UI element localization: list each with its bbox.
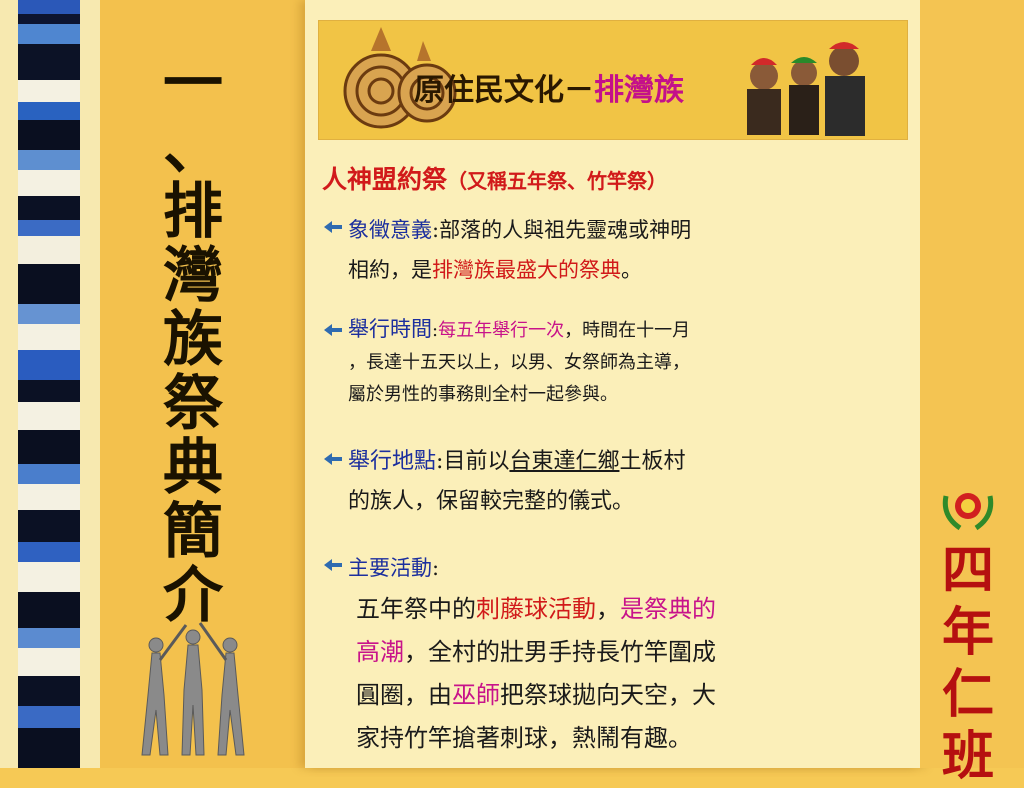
right-panel [920, 0, 1024, 768]
page-title: 一 、 排 灣 族 祭 典 簡 介 [148, 52, 238, 628]
place-label: 舉行地點 [348, 449, 437, 474]
meaning-label: 象徵意義 [348, 218, 432, 242]
time-section: 舉行時間:每五年舉行一次，時間在十一月 ，長達十五天以上，以男、女祭師為主導， … [322, 313, 902, 411]
class-label: 四 年 仁 班 [933, 540, 1003, 788]
bullet-icon [324, 324, 342, 336]
bullet-icon [324, 221, 342, 233]
title-char: 介 [163, 561, 223, 631]
title-char: 一 [163, 49, 223, 119]
bullet-icon [324, 453, 342, 465]
banner-art [319, 21, 907, 139]
class-label-char: 年 [941, 603, 994, 663]
dancers-illustration [141, 622, 245, 756]
class-label-char: 四 [941, 541, 994, 601]
meaning-section: 象徵意義:部落的人與祖先靈魂或神明 相約，是排灣族最盛大的祭典。 [322, 210, 902, 290]
banner-title: 原住民文化－排灣族 [414, 73, 684, 108]
section-heading: 人神盟約祭（又稱五年祭、竹竿祭） [322, 165, 668, 194]
title-char: 簡 [163, 497, 223, 567]
title-char: 典 [163, 433, 223, 503]
bullet-icon [324, 559, 342, 571]
left-panel [100, 0, 305, 768]
activity-section: 主要活動: 五年祭中的刺藤球活動，是祭典的 高潮，全村的壯男手持長竹竿圍成 圓圈… [322, 548, 902, 760]
class-label-char: 仁 [941, 665, 994, 725]
title-char: 排 [163, 177, 223, 247]
place-section: 舉行地點:目前以台東達仁鄉土板村 的族人，保留較完整的儀式。 [322, 442, 902, 522]
title-char: 族 [163, 305, 223, 375]
decorative-barcode-strip [0, 0, 100, 768]
title-char: 、 [163, 113, 223, 183]
time-label: 舉行時間 [348, 317, 432, 341]
class-label-char: 班 [941, 727, 994, 787]
title-char: 祭 [163, 369, 223, 439]
title-char: 灣 [163, 241, 223, 311]
emblem-icon [942, 493, 994, 531]
banner-image: 原住民文化－排灣族 [318, 20, 908, 140]
activity-label: 主要活動 [348, 556, 432, 580]
